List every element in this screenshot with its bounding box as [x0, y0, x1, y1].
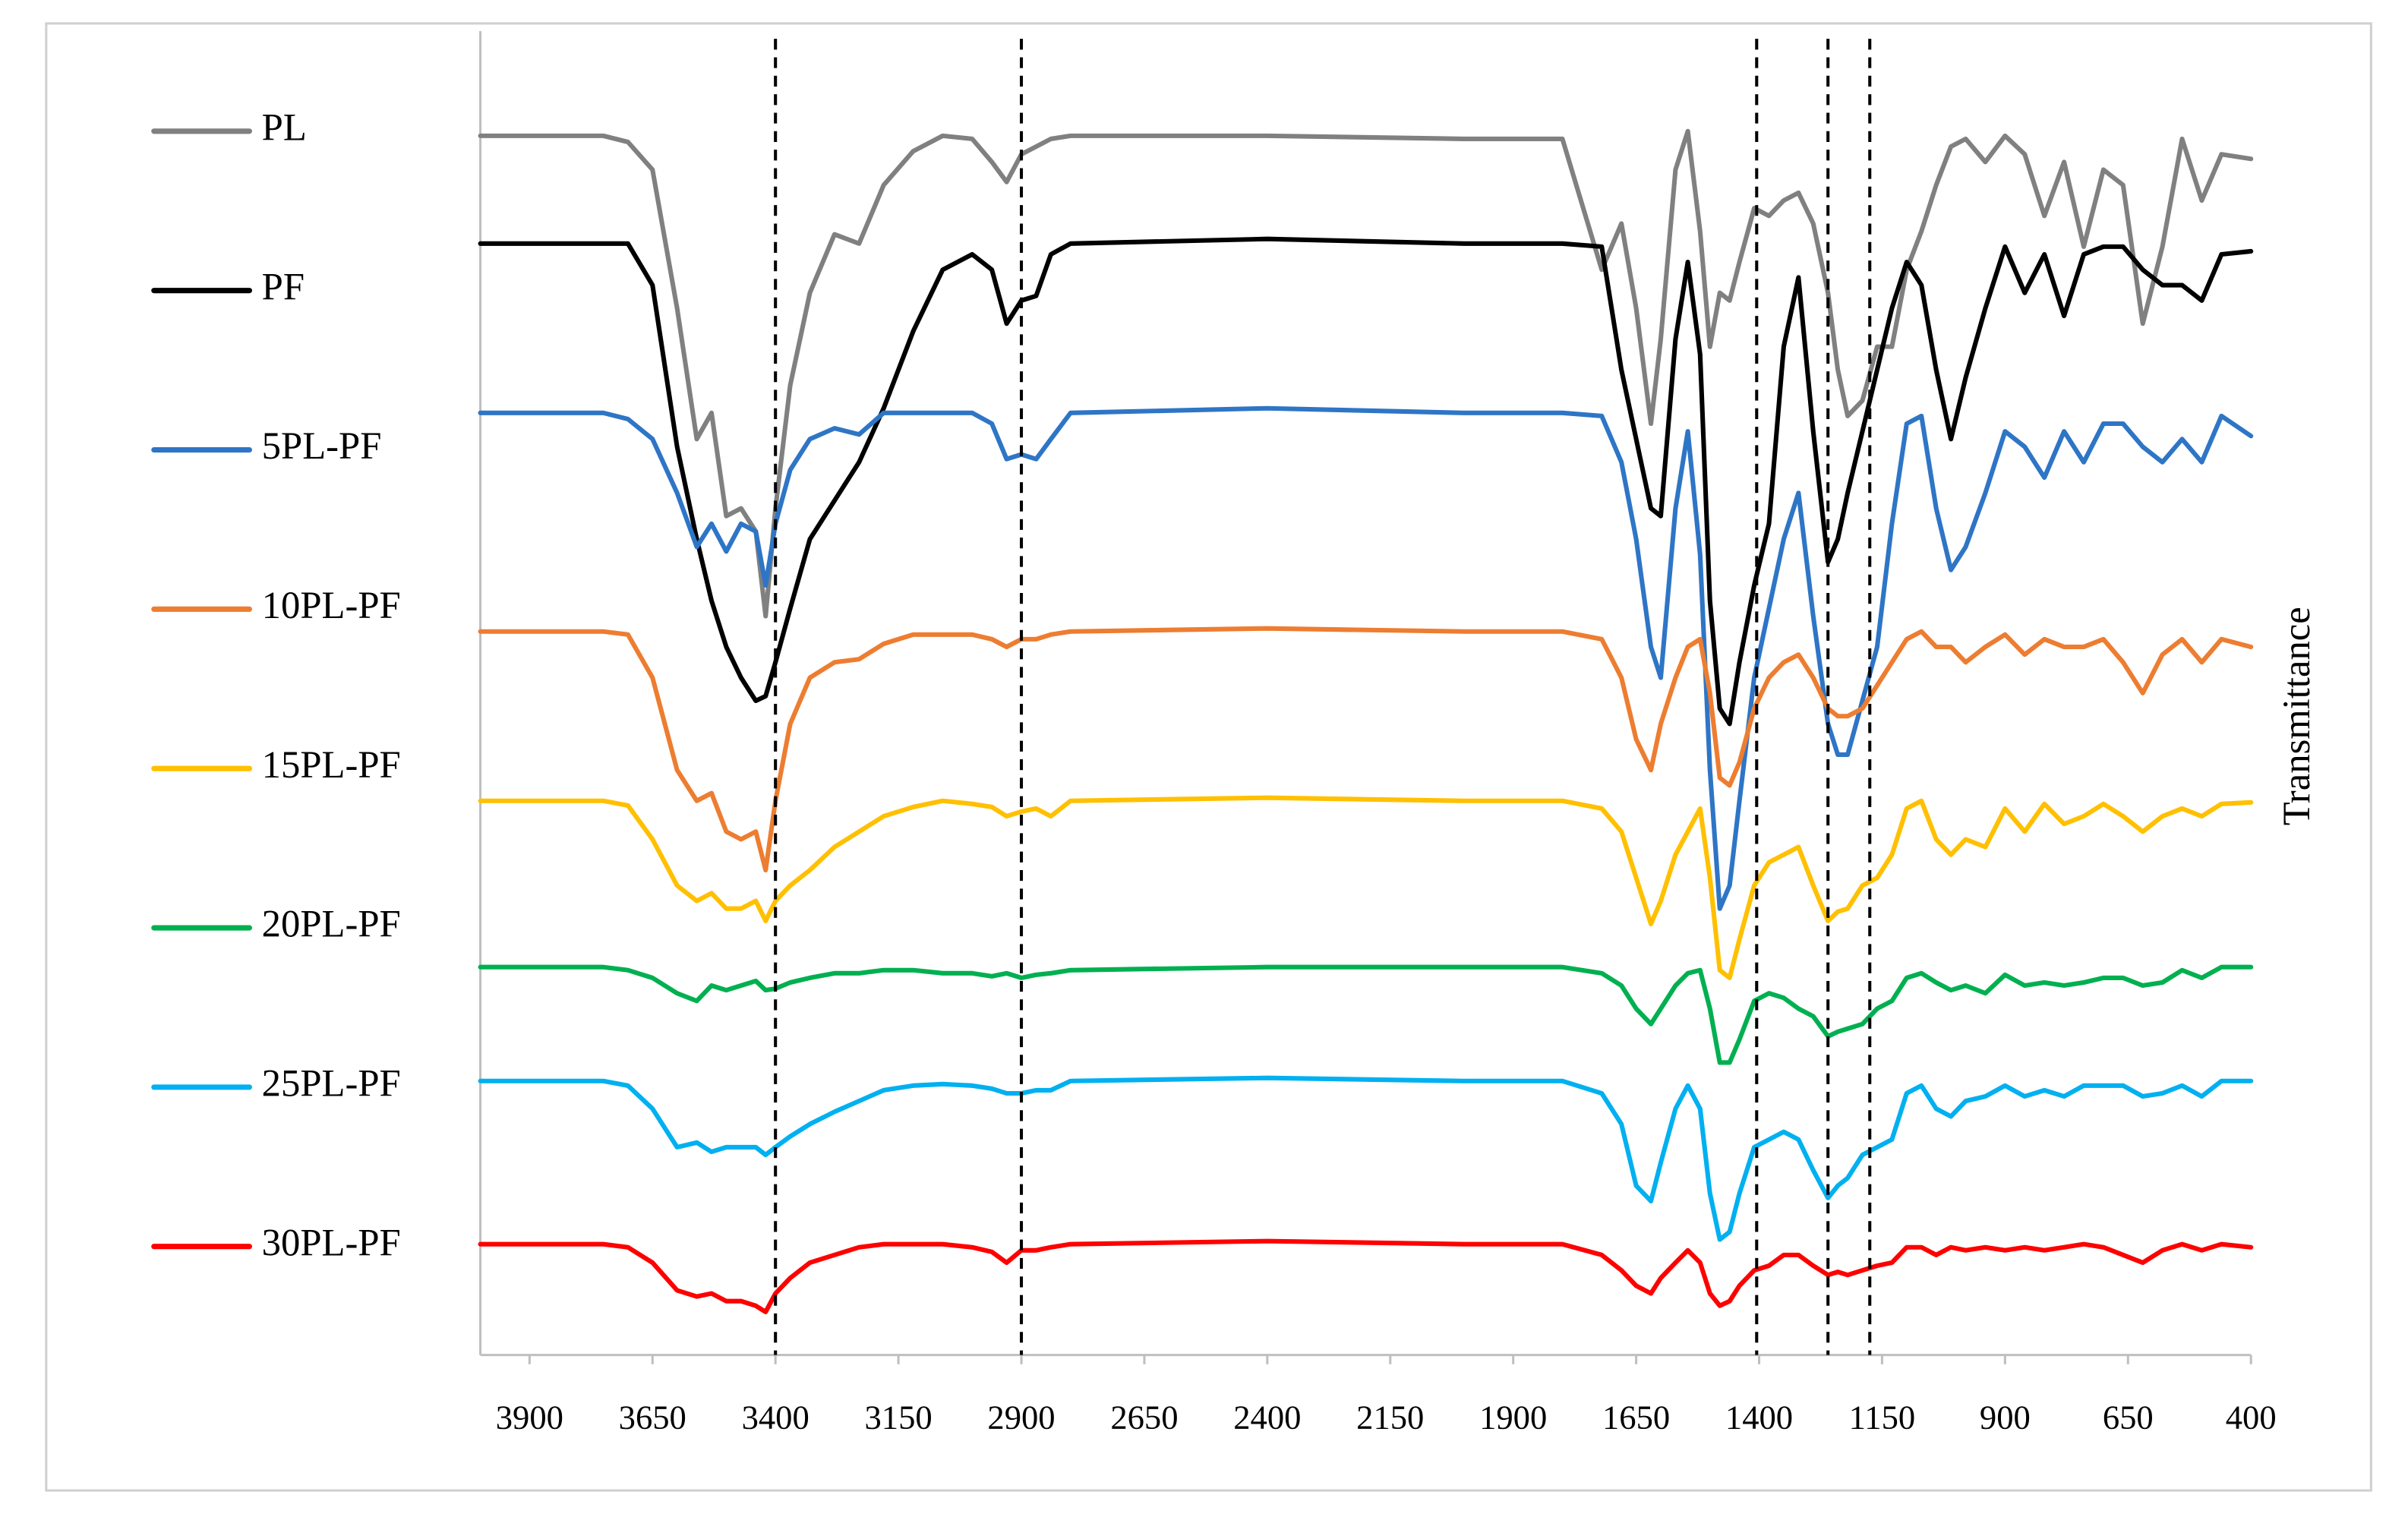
data-line: [478, 1238, 2254, 1314]
y-axis-label: Transmittance: [2275, 607, 2318, 825]
x-tick-label: 1650: [1602, 1399, 1670, 1437]
x-tick-label: 2400: [1233, 1399, 1301, 1437]
x-tick-label: 1150: [1849, 1399, 1916, 1437]
legend-label: 20PL-PF: [262, 903, 401, 945]
x-tick-label: 3900: [496, 1399, 563, 1437]
legend-label: 30PL-PF: [262, 1221, 401, 1263]
data-line: [478, 405, 2254, 911]
x-tick-label: 2900: [987, 1399, 1055, 1437]
x-tick-label: 400: [2226, 1399, 2277, 1437]
x-tick-label: 900: [1980, 1399, 2031, 1437]
x-tick-label: 1900: [1479, 1399, 1547, 1437]
x-tick-label: 3150: [865, 1399, 933, 1437]
x-tick-label: 2650: [1110, 1399, 1178, 1437]
data-line: [478, 795, 2254, 980]
legend-label: PF: [262, 265, 305, 308]
legend-label: 10PL-PF: [262, 584, 401, 626]
x-tick-label: 2150: [1356, 1399, 1424, 1437]
legend-label: 5PL-PF: [262, 424, 382, 467]
data-line: [478, 128, 2254, 619]
data-line: [478, 626, 2254, 873]
data-line: [478, 1075, 2254, 1242]
legend-label: 25PL-PF: [262, 1061, 401, 1104]
data-line: [478, 964, 2254, 1065]
x-tick-label: 3650: [619, 1399, 686, 1437]
x-tick-label: 1400: [1725, 1399, 1793, 1437]
data-line: [478, 236, 2254, 727]
x-tick-label: 650: [2103, 1399, 2154, 1437]
legend-label: 15PL-PF: [262, 743, 401, 786]
x-tick-label: 3400: [742, 1399, 810, 1437]
legend-label: PL: [262, 106, 307, 148]
